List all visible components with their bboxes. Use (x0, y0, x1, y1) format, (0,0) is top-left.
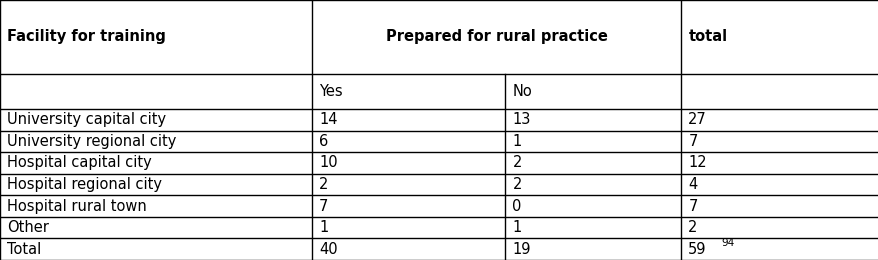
Text: 14: 14 (319, 112, 337, 127)
Text: 7: 7 (687, 134, 697, 149)
Text: Other: Other (7, 220, 49, 235)
Text: 40: 40 (319, 242, 337, 257)
Text: 2: 2 (512, 177, 522, 192)
Text: total: total (687, 29, 727, 44)
Text: 7: 7 (687, 199, 697, 214)
Text: Hospital rural town: Hospital rural town (7, 199, 147, 214)
Text: 1: 1 (512, 220, 522, 235)
Text: No: No (512, 84, 531, 99)
Text: 1: 1 (319, 220, 328, 235)
Text: 6: 6 (319, 134, 328, 149)
Text: 2: 2 (687, 220, 697, 235)
Text: 4: 4 (687, 177, 697, 192)
Text: Prepared for rural practice: Prepared for rural practice (385, 29, 607, 44)
Text: 1: 1 (512, 134, 522, 149)
Text: Total: Total (7, 242, 41, 257)
Text: Yes: Yes (319, 84, 342, 99)
Text: 7: 7 (319, 199, 328, 214)
Text: 0: 0 (512, 199, 522, 214)
Text: 13: 13 (512, 112, 530, 127)
Text: University capital city: University capital city (7, 112, 166, 127)
Text: 19: 19 (512, 242, 530, 257)
Text: 12: 12 (687, 155, 706, 171)
Text: 10: 10 (319, 155, 337, 171)
Text: Hospital regional city: Hospital regional city (7, 177, 162, 192)
Text: 59: 59 (687, 242, 706, 257)
Text: Hospital capital city: Hospital capital city (7, 155, 152, 171)
Text: University regional city: University regional city (7, 134, 176, 149)
Text: 2: 2 (319, 177, 328, 192)
Text: 94: 94 (721, 238, 734, 249)
Text: Facility for training: Facility for training (7, 29, 166, 44)
Text: 27: 27 (687, 112, 706, 127)
Text: 2: 2 (512, 155, 522, 171)
